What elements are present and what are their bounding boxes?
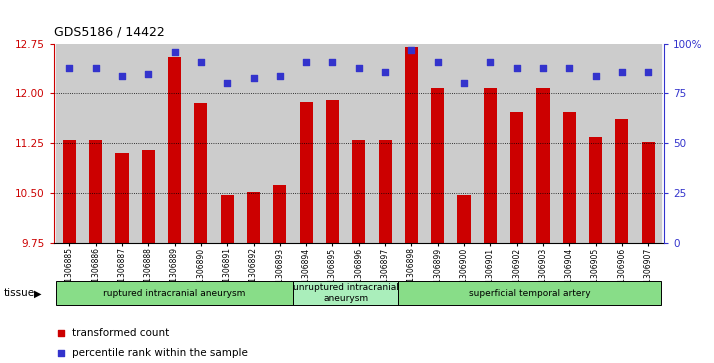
Bar — [83, 44, 109, 243]
Point — [64, 65, 75, 70]
Text: transformed count: transformed count — [72, 328, 169, 338]
Bar — [63, 140, 76, 243]
Bar — [56, 44, 83, 243]
Bar — [503, 44, 530, 243]
Point — [169, 49, 181, 54]
Point — [248, 74, 259, 80]
Bar — [615, 119, 628, 243]
Bar — [642, 142, 655, 243]
Text: percentile rank within the sample: percentile rank within the sample — [72, 348, 248, 358]
Bar — [300, 102, 313, 243]
FancyBboxPatch shape — [293, 281, 398, 305]
Bar — [168, 57, 181, 243]
FancyBboxPatch shape — [398, 281, 661, 305]
Point — [379, 69, 391, 74]
Bar — [326, 100, 339, 243]
Point — [327, 58, 338, 64]
Text: superficial temporal artery: superficial temporal artery — [469, 289, 590, 298]
Point — [195, 58, 206, 64]
Bar — [214, 44, 241, 243]
Point — [221, 81, 233, 86]
Bar — [135, 44, 161, 243]
Bar — [267, 44, 293, 243]
Bar — [319, 44, 346, 243]
Bar — [563, 112, 576, 243]
Point — [563, 65, 575, 70]
Bar — [247, 192, 260, 243]
Text: unruptured intracranial
aneurysm: unruptured intracranial aneurysm — [293, 284, 398, 303]
Point — [537, 65, 548, 70]
Text: GDS5186 / 14422: GDS5186 / 14422 — [54, 25, 164, 38]
Bar — [273, 185, 286, 243]
Bar — [221, 195, 233, 243]
Bar — [431, 88, 444, 243]
Bar — [398, 44, 425, 243]
Text: ▶: ▶ — [34, 288, 42, 298]
Bar — [161, 44, 188, 243]
Bar — [556, 44, 583, 243]
Point — [55, 330, 66, 336]
Point — [90, 65, 101, 70]
Bar — [194, 103, 208, 243]
Bar — [405, 47, 418, 243]
Bar — [352, 140, 366, 243]
Bar — [510, 112, 523, 243]
Point — [274, 73, 286, 78]
Point — [301, 58, 312, 64]
Bar — [477, 44, 503, 243]
Bar — [635, 44, 661, 243]
Point — [143, 70, 154, 76]
Bar — [484, 88, 497, 243]
Point — [511, 65, 523, 70]
Bar — [378, 140, 392, 243]
Point — [643, 69, 654, 74]
Bar — [372, 44, 398, 243]
Text: tissue: tissue — [4, 288, 35, 298]
Bar — [458, 195, 471, 243]
Bar — [116, 154, 129, 243]
Bar — [451, 44, 477, 243]
Bar — [141, 150, 155, 243]
FancyBboxPatch shape — [56, 281, 293, 305]
Bar — [188, 44, 214, 243]
Bar — [293, 44, 319, 243]
Bar — [89, 140, 102, 243]
Text: ruptured intracranial aneurysm: ruptured intracranial aneurysm — [104, 289, 246, 298]
Bar — [346, 44, 372, 243]
Bar — [583, 44, 609, 243]
Bar — [536, 88, 550, 243]
Bar — [425, 44, 451, 243]
Point — [590, 73, 601, 78]
Point — [485, 58, 496, 64]
Bar — [530, 44, 556, 243]
Bar — [589, 137, 602, 243]
Bar — [109, 44, 135, 243]
Point — [432, 58, 443, 64]
Bar — [241, 44, 267, 243]
Point — [116, 73, 128, 78]
Point — [406, 46, 417, 52]
Bar — [609, 44, 635, 243]
Point — [458, 81, 470, 86]
Point — [616, 69, 628, 74]
Point — [353, 65, 365, 70]
Point — [55, 350, 66, 356]
